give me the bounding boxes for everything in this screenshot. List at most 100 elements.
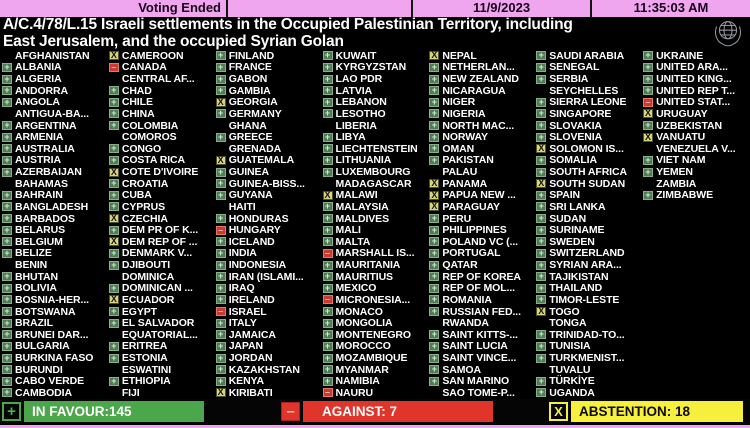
country-name: SWITZERLAND bbox=[549, 247, 625, 260]
country-row: + BOTSWANA bbox=[2, 306, 109, 318]
country-row: + DEM PR OF K... bbox=[108, 224, 216, 236]
vote-yes-icon: + bbox=[536, 74, 547, 84]
country-row: + SAINT KITTS-... bbox=[429, 329, 536, 341]
country-name: BAHAMAS bbox=[15, 177, 68, 190]
vote-abstain-icon: X bbox=[643, 108, 654, 119]
country-name: BARBADOS bbox=[15, 212, 75, 225]
no-vote-marker bbox=[643, 144, 653, 153]
country-row: + NETHERLAN... bbox=[429, 61, 536, 73]
country-name: FIJI bbox=[121, 386, 140, 399]
country-row: + TURKMENIST... bbox=[536, 352, 643, 364]
country-row: + ARGENTINA bbox=[2, 120, 109, 132]
vote-yes-icon: + bbox=[429, 295, 440, 305]
country-row: + KUWAIT bbox=[322, 50, 430, 62]
vote-yes-icon: + bbox=[429, 341, 440, 351]
country-row: + CHILE bbox=[108, 96, 216, 108]
country-row: X GUATEMALA bbox=[215, 154, 323, 166]
country-row: + INDIA bbox=[215, 247, 323, 259]
country-row: + PAKISTAN bbox=[429, 154, 536, 166]
country-name: NEW ZEALAND bbox=[442, 73, 519, 86]
country-name: TRINIDAD-TO... bbox=[549, 328, 625, 341]
vote-yes-icon: + bbox=[215, 353, 226, 363]
country-row: + LAO PDR bbox=[322, 73, 430, 85]
country-name: PARAGUAY bbox=[442, 200, 500, 213]
country-row: + SPAIN bbox=[536, 189, 643, 202]
country-name: SYRIAN ARA... bbox=[549, 259, 622, 272]
vote-yes-icon: + bbox=[536, 167, 547, 177]
country-name: PHILIPPINES bbox=[442, 224, 507, 237]
country-row: + GERMANY bbox=[215, 108, 323, 120]
country-row: X PANAMA bbox=[429, 178, 536, 190]
country-name: SAINT KITTS-... bbox=[442, 328, 518, 341]
country-row: – CANADA bbox=[108, 61, 216, 73]
no-vote-marker bbox=[2, 51, 12, 60]
country-name: KENYA bbox=[228, 375, 264, 388]
vote-yes-icon: + bbox=[2, 365, 12, 375]
vote-yes-icon: + bbox=[108, 225, 119, 235]
country-row: + ANDORRA bbox=[2, 85, 109, 97]
country-name: YEMEN bbox=[656, 166, 693, 179]
country-row: + QATAR bbox=[429, 259, 536, 271]
vote-yes-icon: + bbox=[215, 376, 226, 386]
country-name: NORWAY bbox=[442, 131, 488, 144]
country-name: MALAYSIA bbox=[335, 200, 389, 213]
vote-no-icon: – bbox=[322, 295, 333, 305]
vote-yes-icon: + bbox=[108, 190, 119, 200]
vote-yes-icon: + bbox=[108, 109, 119, 119]
country-name: SIERRA LEONE bbox=[549, 96, 627, 109]
country-row: + SWEDEN bbox=[536, 236, 643, 248]
vote-yes-icon: + bbox=[429, 109, 440, 119]
vote-yes-icon: + bbox=[2, 86, 12, 96]
vote-yes-icon: + bbox=[2, 202, 12, 212]
vote-yes-icon: + bbox=[322, 272, 333, 282]
country-name: CROATIA bbox=[121, 177, 169, 190]
country-name: IRAQ bbox=[228, 282, 255, 295]
country-name: MARSHALL IS... bbox=[335, 247, 415, 260]
country-row: BAHAMAS bbox=[2, 178, 109, 190]
country-row: RWANDA bbox=[429, 317, 536, 329]
country-row: + KENYA bbox=[215, 375, 323, 388]
country-name: JAPAN bbox=[228, 340, 263, 353]
country-row: + JAPAN bbox=[215, 340, 323, 353]
vote-yes-icon: + bbox=[536, 190, 547, 200]
country-name: BRAZIL bbox=[15, 317, 53, 330]
country-row: + FINLAND bbox=[215, 50, 323, 62]
country-name: SPAIN bbox=[549, 189, 581, 202]
country-row: + BARBADOS bbox=[2, 213, 109, 225]
country-row: + PHILIPPINES bbox=[429, 224, 536, 236]
vote-yes-icon: + bbox=[108, 283, 119, 293]
country-row: + SAUDI ARABIA bbox=[536, 50, 643, 62]
vote-yes-icon: + bbox=[536, 155, 547, 165]
country-row: + REP OF MOL... bbox=[429, 282, 536, 294]
country-row: + ZIMBABWE bbox=[643, 189, 750, 201]
resolution-title: A/C.4/78/L.15 Israeli settlements in the… bbox=[3, 16, 747, 50]
country-name: GUYANA bbox=[228, 189, 273, 202]
country-row: + MEXICO bbox=[322, 282, 430, 294]
vote-yes-icon: + bbox=[2, 307, 12, 317]
country-name: VANUATU bbox=[656, 131, 706, 144]
country-name: MALI bbox=[335, 224, 361, 237]
vote-yes-icon: + bbox=[108, 353, 119, 363]
country-name: TIMOR-LESTE bbox=[549, 293, 620, 306]
country-row: + ALGERIA bbox=[2, 73, 109, 85]
vote-yes-icon: + bbox=[429, 330, 440, 340]
country-column-4: + KUWAIT + KYRGYZSTAN + LAO PDR + LATVIA + LEBANO… bbox=[322, 50, 430, 399]
country-row: + CROATIA bbox=[108, 177, 216, 190]
country-row: + SAINT VINCE... bbox=[429, 352, 536, 364]
country-row: + NORTH MAC... bbox=[429, 120, 536, 132]
country-name: LESOTHO bbox=[335, 107, 386, 120]
vote-yes-icon: + bbox=[536, 295, 547, 305]
country-name: POLAND VC (... bbox=[442, 235, 518, 248]
country-row: + UGANDA bbox=[536, 387, 643, 399]
country-row: COMOROS bbox=[109, 131, 216, 143]
country-name: BOLIVIA bbox=[15, 282, 57, 295]
country-row: + UNITED REP T... bbox=[643, 85, 750, 97]
no-vote-marker bbox=[429, 388, 439, 397]
country-name: AUSTRIA bbox=[15, 154, 61, 167]
country-name: ETHIOPIA bbox=[121, 375, 171, 388]
vote-yes-icon: + bbox=[2, 330, 12, 340]
country-row: X TOGO bbox=[536, 306, 643, 318]
country-row: + OMAN bbox=[429, 143, 536, 155]
country-name: AZERBAIJAN bbox=[15, 166, 82, 179]
country-row: X SOLOMON IS... bbox=[536, 143, 643, 155]
